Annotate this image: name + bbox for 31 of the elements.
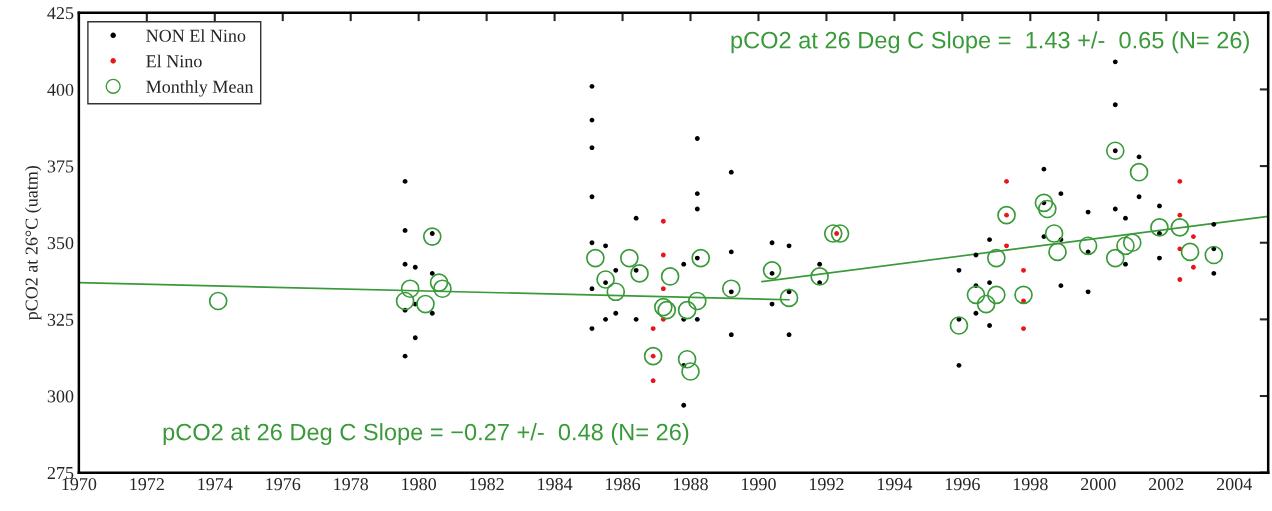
x-tick-label: 1998	[1013, 478, 1048, 491]
x-tick-label: 1992	[809, 478, 844, 491]
y-tick-label: 375	[47, 160, 74, 173]
annotation: pCO2 at 26 Deg C Slope = 1.43 +/- 0.65 (N= 26)	[731, 31, 1249, 54]
x-tick-label: 1982	[470, 478, 504, 491]
y-tick-label: 425	[47, 7, 74, 20]
y-axis-title: pCO2 at 26°C (uatm)	[24, 165, 42, 321]
x-tick-label: 1990	[742, 478, 776, 491]
x-tick-label: 1980	[402, 478, 437, 491]
x-tick-label: 2000	[1081, 478, 1116, 491]
x-tick-label: 1984	[538, 478, 573, 491]
x-tick-label: 2004	[1216, 478, 1252, 491]
y-tick-label: 275	[47, 466, 74, 480]
x-tick-label: 1978	[334, 478, 369, 491]
x-tick-label: 1996	[945, 478, 980, 491]
y-tick-label: 325	[47, 313, 74, 326]
x-tick-label: 1972	[130, 478, 164, 491]
x-tick-label: 2002	[1148, 478, 1184, 491]
annotation: pCO2 at 26 Deg C Slope = −0.27 +/- 0.48 (N= 26)	[163, 423, 689, 446]
legend-label: Monthly Mean	[146, 80, 254, 97]
x-tick-label: 1986	[606, 478, 641, 491]
legend-label: El Nino	[146, 54, 202, 68]
x-tick-label: 1994	[877, 478, 913, 491]
legend-label: NON El Nino	[146, 29, 246, 42]
y-tick-label: 350	[47, 236, 74, 250]
y-tick-label: 400	[47, 83, 74, 96]
y-tick-label: 300	[47, 390, 74, 403]
x-tick-label: 1974	[198, 478, 233, 491]
x-tick-label: 1970	[62, 478, 97, 491]
x-tick-label: 1988	[674, 478, 708, 491]
x-tick-label: 1976	[266, 478, 301, 491]
